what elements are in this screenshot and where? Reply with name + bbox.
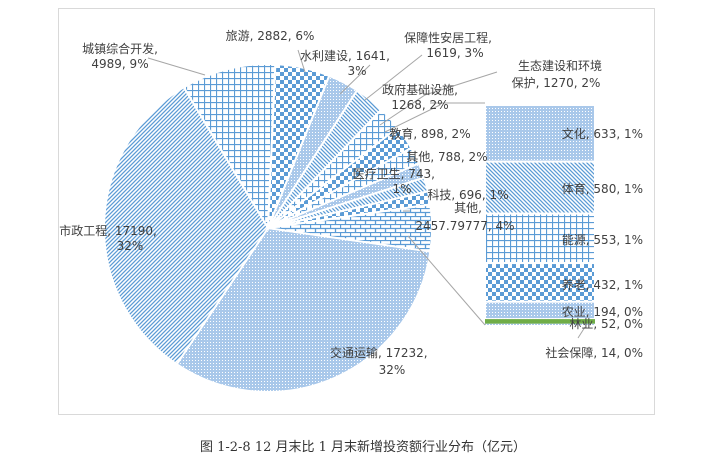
bar-segment-6 [485,323,595,325]
pie-label-9: 其他, 788, 2% [406,150,487,164]
bar-label-0: 文化, 633, 1% [562,126,643,141]
pie-label-8: 教育, 898, 2% [389,126,470,141]
bar-segment-3 [484,262,596,303]
pie-slice-2 [182,63,277,232]
bar-segment-1 [484,160,596,215]
pie-label-2: 城镇综合开发, [82,41,158,56]
pie-label-12-line2: 2457.79777, 4% [415,219,514,233]
pie-label-5: 保障性安居工程, [404,30,492,45]
pie-label-4-line2: 3% [347,64,366,78]
pie-label-6: 生态建设和环境 [518,58,602,73]
bar-segment-2 [484,212,596,265]
bar-segment-4 [484,300,596,321]
pie-label-10: 医疗卫生, 743, [353,167,435,181]
pie-label-3: 旅游, 2882, 6% [226,29,315,43]
bar-label-2: 能源, 553, 1% [562,233,643,247]
bar-segment-5 [485,319,595,324]
pie-label-2-line2: 4989, 9% [91,57,148,71]
bar-segment-0 [484,104,596,163]
bar-label-3: 养老, 432, 1% [562,277,643,292]
chart-frame [58,8,655,415]
pie-label-11: 科技, 696, 1% [427,188,508,202]
pie-label-0: 交通运输, 17232, [330,345,428,360]
bar-label-5: 林业, 52, 0% [569,317,643,331]
pie-label-1-line2: 32% [117,239,144,253]
pie-slice-1 [103,85,270,366]
pie-label-6-line2: 保护, 1270, 2% [512,76,601,90]
pie-label-7-line2: 1268, 2% [391,98,448,112]
pie-label-7: 政府基础设施, [382,82,458,97]
bar-label-6: 社会保障, 14, 0% [545,345,643,360]
pie-label-4: 水利建设, 1641, [300,49,390,63]
bar-of-pie-chart: 交通运输, 17232,32%市政工程, 17190,32%城镇综合开发,498… [59,29,643,393]
pie-label-12: 其他, [454,201,482,215]
bar-label-1: 体育, 580, 1% [562,181,643,196]
pie-label-10-line2: 1% [392,182,411,196]
pie-label-1: 市政工程, 17190, [59,223,157,238]
bar-label-4: 农业, 194, 0% [562,305,643,319]
leader-lines [147,49,586,339]
pie-slice-0 [175,226,432,393]
figure-caption: 图 1-2-8 12 月末比 1 月末新增投资额行业分布（亿元） [199,440,527,455]
pie-label-5-line2: 1619, 3% [426,46,483,60]
pie-slice-12 [267,203,433,253]
pie-label-0-line2: 32% [379,363,406,377]
